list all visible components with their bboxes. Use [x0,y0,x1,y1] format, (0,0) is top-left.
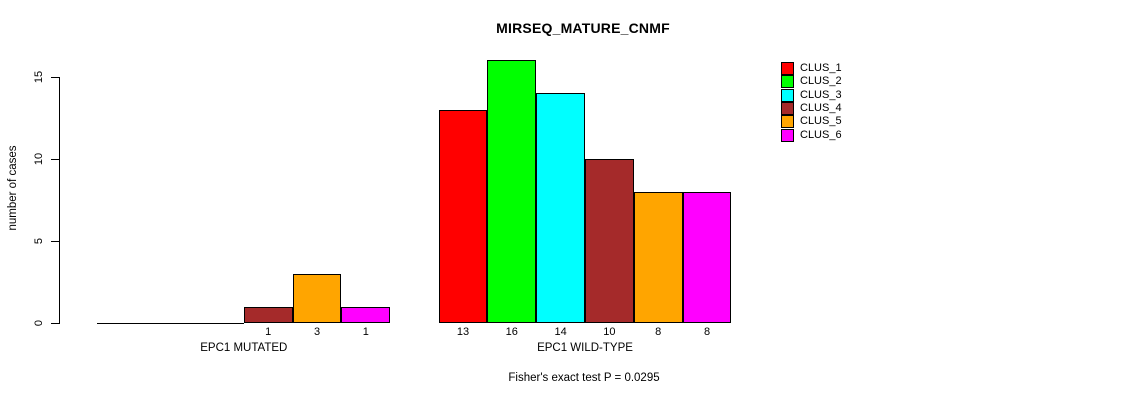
bar-clus_2-group2 [487,60,537,323]
y-tick-label-0: 0 [33,319,45,327]
bar-value-label-clus_2-group2: 16 [505,326,518,338]
legend-label-clus_1: CLUS_1 [800,62,842,75]
legend-item-clus_2: CLUS_2 [781,75,842,89]
bar-clus_4-group1 [243,306,293,323]
group-label-1: EPC1 MUTATED [200,342,288,354]
fisher-test-annotation: Fisher's exact test P = 0.0295 [508,372,660,384]
legend: CLUS_1 CLUS_2 CLUS_3 CLUS_4 CLUS_5 CLUS_6 [781,62,842,142]
legend-label-clus_2: CLUS_2 [800,75,842,88]
y-axis-label: number of cases [7,145,19,231]
bar-clus_4-group2 [585,158,634,323]
legend-label-clus_5: CLUS_5 [800,115,842,128]
y-tick-5 [51,240,59,242]
bar-value-label-clus_4-group2: 10 [603,326,616,338]
bar-clus_6-group2 [682,191,732,323]
bar-clus_6-group1 [341,306,391,323]
legend-label-clus_3: CLUS_3 [800,88,842,101]
y-tick-label-5: 5 [33,237,45,244]
bar-value-label-clus_6-group2: 8 [703,326,711,338]
legend-swatch-clus_2-icon [781,75,794,89]
legend-item-clus_5: CLUS_5 [781,115,842,129]
legend-item-clus_1: CLUS_1 [781,62,842,76]
bar-clus_3-group2 [536,93,585,323]
legend-swatch-clus_6-icon [781,128,794,142]
y-tick-label-15: 15 [33,70,45,83]
bar-clus_2-group1 [146,323,195,324]
legend-swatch-clus_1-icon [781,62,794,76]
bar-value-label-clus_6-group1: 1 [362,326,369,338]
bar-clus_1-group1 [97,323,147,324]
legend-label-clus_6: CLUS_6 [800,128,842,141]
y-tick-label-10: 10 [33,152,45,165]
bar-clus_3-group1 [195,323,244,324]
y-tick-15 [51,76,59,78]
legend-item-clus_6: CLUS_6 [781,128,842,142]
bar-clus_5-group2 [633,191,683,323]
y-tick-10 [51,158,59,160]
bar-value-label-clus_5-group1: 3 [313,326,321,338]
bar-value-label-clus_4-group1: 1 [265,326,272,338]
legend-swatch-clus_4-icon [781,102,794,116]
bar-clus_1-group2 [438,109,488,323]
bar-clus_5-group1 [292,273,342,323]
chart-title: MIRSEQ_MATURE_CNMF [496,20,670,36]
bar-value-label-clus_5-group2: 8 [655,326,662,338]
bar-value-label-clus_1-group2: 13 [456,326,470,338]
group-label-2: EPC1 WILD-TYPE [537,342,633,354]
legend-swatch-clus_5-icon [781,115,794,129]
bar-value-label-clus_3-group2: 14 [554,326,567,338]
legend-item-clus_4: CLUS_4 [781,102,842,116]
legend-item-clus_3: CLUS_3 [781,88,842,102]
legend-swatch-clus_3-icon [781,88,794,102]
legend-label-clus_4: CLUS_4 [800,102,842,115]
y-tick-0 [51,323,59,324]
y-axis-line [59,77,60,324]
